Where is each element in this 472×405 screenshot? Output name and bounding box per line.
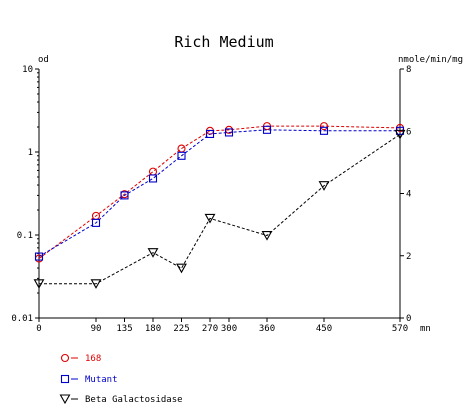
x-tick-label: 270 (202, 324, 218, 334)
x-tick-label: 135 (116, 324, 132, 334)
y-right-tick-label: 0 (406, 314, 411, 324)
x-tick-label: 450 (316, 324, 332, 334)
data-point (177, 151, 186, 160)
data-point (318, 181, 330, 191)
data-point (204, 213, 216, 224)
data-point (319, 122, 329, 131)
series-2 (34, 125, 405, 261)
x-tick-label: 360 (259, 324, 275, 334)
x-tick-label: 90 (91, 324, 102, 334)
data-point (176, 263, 187, 274)
data-point (148, 167, 158, 176)
legend: 168 Mutant Beta Galactosidase (59, 353, 183, 405)
y-left-tick-label: 10 (22, 65, 33, 75)
data-point (120, 191, 129, 200)
data-point (224, 128, 234, 137)
data-point (205, 129, 215, 138)
chart-title: Rich Medium (174, 33, 273, 51)
y-left-tick-label: 1 (28, 148, 33, 158)
x-tick-label: 0 (36, 324, 41, 334)
y-left-tick-label: 0.1 (17, 231, 33, 241)
x-axis-unit-label: mn (420, 324, 431, 334)
x-tick-label: 180 (145, 324, 161, 334)
legend-marker (60, 353, 70, 363)
data-point (147, 248, 159, 258)
legend-marker (59, 394, 71, 405)
y-right-axis-label: nmole/min/mg (398, 55, 463, 65)
series-layer (33, 122, 406, 289)
data-point (261, 230, 273, 241)
data-point (33, 279, 45, 289)
data-point (34, 252, 44, 261)
x-tick-label: 300 (221, 324, 237, 334)
data-point (319, 126, 329, 135)
y-right-tick-label: 2 (406, 252, 411, 262)
y-left-tick-label: 0.01 (11, 314, 33, 324)
ticks-layer: 0 90 135 180 225 270 300 360 450 570 0.01 0.1 1 10 0 2 4… (11, 65, 411, 334)
y-right-tick-label: 4 (406, 190, 411, 200)
series-line (38, 129, 400, 257)
data-point (148, 174, 158, 183)
series-line (38, 125, 401, 259)
y-left-axis-label: od (38, 55, 49, 65)
legend-label: Mutant (85, 375, 118, 385)
series-1 (34, 122, 405, 263)
data-point (262, 125, 272, 134)
y-right-tick-label: 6 (406, 127, 411, 137)
series-line (39, 133, 401, 285)
data-point (394, 129, 406, 140)
legend-label: 168 (85, 354, 101, 364)
legend-label: Beta Galactosidase (85, 395, 183, 405)
data-point (90, 279, 102, 289)
x-tick-label: 225 (173, 324, 189, 334)
data-point (91, 218, 101, 227)
y-right-tick-label: 8 (406, 65, 411, 75)
x-tick-label: 570 (392, 324, 408, 334)
series-3 (33, 129, 406, 289)
legend-marker (60, 374, 70, 384)
